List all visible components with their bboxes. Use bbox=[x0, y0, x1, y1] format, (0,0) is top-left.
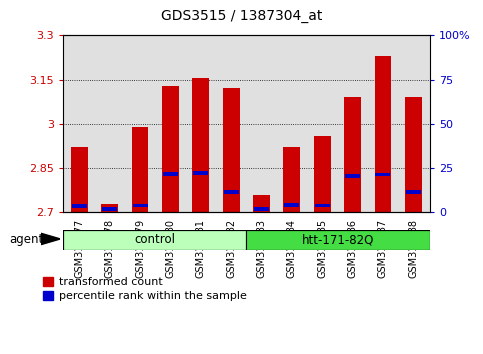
Bar bbox=[132, 127, 148, 212]
Text: htt-171-82Q: htt-171-82Q bbox=[302, 233, 374, 246]
Bar bbox=[406, 190, 421, 194]
Bar bbox=[224, 190, 239, 194]
Legend: transformed count, percentile rank within the sample: transformed count, percentile rank withi… bbox=[39, 273, 251, 306]
Bar bbox=[72, 204, 87, 208]
Text: agent: agent bbox=[10, 233, 44, 246]
Bar bbox=[193, 171, 208, 175]
Bar bbox=[374, 56, 391, 212]
Bar bbox=[284, 203, 299, 207]
Bar bbox=[284, 148, 300, 212]
Text: GDS3515 / 1387304_at: GDS3515 / 1387304_at bbox=[161, 9, 322, 23]
Bar bbox=[162, 86, 179, 212]
Bar bbox=[223, 88, 240, 212]
Bar bbox=[314, 204, 330, 207]
Bar bbox=[405, 97, 422, 212]
Polygon shape bbox=[41, 233, 60, 245]
Text: control: control bbox=[134, 233, 175, 246]
Bar bbox=[246, 230, 430, 250]
Bar bbox=[163, 172, 178, 176]
Bar bbox=[314, 136, 330, 212]
Bar bbox=[254, 207, 269, 211]
Bar bbox=[132, 204, 148, 207]
Bar bbox=[63, 230, 246, 250]
Bar bbox=[345, 174, 360, 178]
Bar bbox=[101, 204, 118, 212]
Bar bbox=[102, 207, 117, 211]
Bar bbox=[71, 148, 88, 212]
Bar bbox=[253, 195, 270, 212]
Bar bbox=[193, 78, 209, 212]
Bar bbox=[375, 172, 390, 176]
Bar bbox=[344, 97, 361, 212]
